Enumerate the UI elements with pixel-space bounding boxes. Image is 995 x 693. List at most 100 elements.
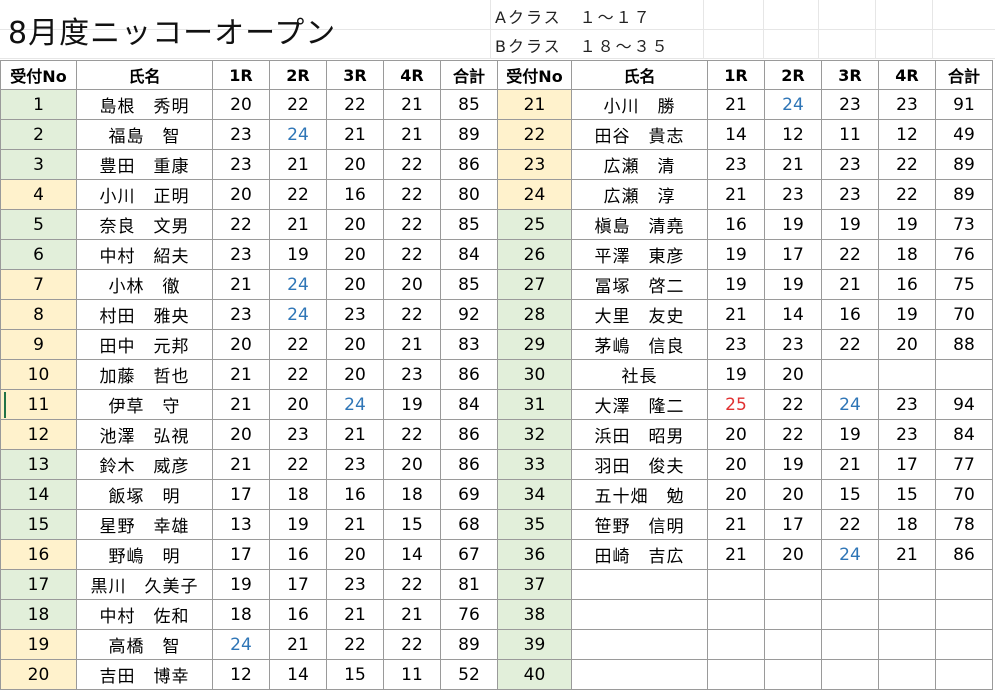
total-cell[interactable]: 80 [440, 179, 498, 210]
header-cell[interactable]: 1R [212, 60, 270, 90]
header-cell[interactable]: 合計 [440, 60, 498, 90]
round-score-cell[interactable]: 23 [269, 419, 327, 450]
entry-number-cell[interactable]: 37 [497, 569, 572, 600]
round-score-cell[interactable]: 22 [326, 89, 384, 120]
player-name-cell[interactable]: 池澤 弘視 [76, 419, 213, 450]
round-score-cell[interactable]: 20 [212, 179, 270, 210]
entry-number-cell[interactable]: 31 [497, 389, 572, 420]
round-score-cell[interactable]: 21 [707, 179, 765, 210]
round-score-cell[interactable]: 19 [878, 209, 936, 240]
class-a-note[interactable]: Aクラス １～１７ [495, 8, 652, 27]
entry-number-cell[interactable]: 15 [0, 509, 77, 540]
round-score-cell[interactable]: 22 [821, 329, 879, 360]
round-score-cell[interactable]: 23 [212, 299, 270, 330]
header-cell[interactable]: 4R [878, 60, 936, 90]
round-score-cell[interactable]: 11 [821, 119, 879, 150]
round-score-cell[interactable]: 22 [269, 89, 327, 120]
player-name-cell[interactable]: 小林 徹 [76, 269, 213, 300]
player-name-cell[interactable]: 鈴木 威彦 [76, 449, 213, 480]
total-cell[interactable]: 78 [935, 509, 993, 540]
entry-number-cell[interactable]: 12 [0, 419, 77, 450]
header-cell[interactable]: 受付No [0, 60, 77, 90]
round-score-cell[interactable]: 21 [269, 629, 327, 660]
entry-number-cell[interactable]: 28 [497, 299, 572, 330]
entry-number-cell[interactable]: 25 [497, 209, 572, 240]
entry-number-cell[interactable]: 33 [497, 449, 572, 480]
round-score-cell[interactable]: 23 [707, 149, 765, 180]
round-score-cell[interactable]: 20 [326, 269, 384, 300]
round-score-cell[interactable]: 21 [878, 539, 936, 570]
total-cell[interactable]: 94 [935, 389, 993, 420]
round-score-cell[interactable]: 21 [707, 89, 765, 120]
round-score-cell[interactable]: 20 [326, 359, 384, 390]
total-cell[interactable]: 88 [935, 329, 993, 360]
round-score-cell[interactable]: 22 [878, 149, 936, 180]
round-score-cell[interactable]: 24 [764, 89, 822, 120]
round-score-cell[interactable]: 17 [764, 239, 822, 270]
total-cell[interactable]: 67 [440, 539, 498, 570]
round-score-cell[interactable] [878, 599, 936, 630]
round-score-cell[interactable]: 23 [821, 179, 879, 210]
entry-number-cell[interactable]: 35 [497, 509, 572, 540]
total-cell[interactable]: 84 [935, 419, 993, 450]
round-score-cell[interactable]: 20 [764, 539, 822, 570]
round-score-cell[interactable] [707, 569, 765, 600]
player-name-cell[interactable]: 飯塚 明 [76, 479, 213, 510]
entry-number-cell[interactable]: 4 [0, 179, 77, 210]
round-score-cell[interactable]: 19 [821, 209, 879, 240]
player-name-cell[interactable]: 小川 勝 [571, 89, 708, 120]
player-name-cell[interactable]: 社長 [571, 359, 708, 390]
round-score-cell[interactable]: 21 [269, 209, 327, 240]
entry-number-cell[interactable]: 17 [0, 569, 77, 600]
round-score-cell[interactable]: 20 [707, 419, 765, 450]
round-score-cell[interactable]: 19 [707, 359, 765, 390]
round-score-cell[interactable] [821, 659, 879, 690]
round-score-cell[interactable]: 12 [764, 119, 822, 150]
round-score-cell[interactable]: 21 [326, 419, 384, 450]
total-cell[interactable] [935, 599, 993, 630]
total-cell[interactable]: 86 [935, 539, 993, 570]
round-score-cell[interactable]: 21 [326, 119, 384, 150]
player-name-cell[interactable]: 田崎 吉広 [571, 539, 708, 570]
round-score-cell[interactable]: 20 [383, 449, 441, 480]
round-score-cell[interactable]: 22 [383, 209, 441, 240]
round-score-cell[interactable]: 12 [212, 659, 270, 690]
round-score-cell[interactable]: 23 [764, 329, 822, 360]
round-score-cell[interactable]: 20 [212, 419, 270, 450]
round-score-cell[interactable]: 21 [707, 299, 765, 330]
round-score-cell[interactable]: 22 [878, 179, 936, 210]
total-cell[interactable] [935, 629, 993, 660]
round-score-cell[interactable]: 13 [212, 509, 270, 540]
total-cell[interactable]: 89 [440, 629, 498, 660]
header-cell[interactable]: 1R [707, 60, 765, 90]
entry-number-cell[interactable]: 38 [497, 599, 572, 630]
round-score-cell[interactable]: 21 [383, 329, 441, 360]
entry-number-cell[interactable]: 32 [497, 419, 572, 450]
round-score-cell[interactable]: 22 [383, 239, 441, 270]
entry-number-cell[interactable]: 9 [0, 329, 77, 360]
entry-number-cell[interactable]: 16 [0, 539, 77, 570]
player-name-cell[interactable]: 小川 正明 [76, 179, 213, 210]
total-cell[interactable] [935, 659, 993, 690]
round-score-cell[interactable]: 15 [383, 509, 441, 540]
round-score-cell[interactable]: 22 [383, 629, 441, 660]
round-score-cell[interactable]: 21 [212, 269, 270, 300]
entry-number-cell[interactable]: 10 [0, 359, 77, 390]
round-score-cell[interactable]: 20 [383, 269, 441, 300]
round-score-cell[interactable]: 23 [326, 449, 384, 480]
round-score-cell[interactable]: 23 [764, 179, 822, 210]
round-score-cell[interactable]: 21 [212, 359, 270, 390]
round-score-cell[interactable]: 17 [878, 449, 936, 480]
round-score-cell[interactable]: 19 [269, 509, 327, 540]
round-score-cell[interactable]: 21 [707, 509, 765, 540]
round-score-cell[interactable]: 24 [212, 629, 270, 660]
total-cell[interactable]: 69 [440, 479, 498, 510]
total-cell[interactable] [935, 569, 993, 600]
round-score-cell[interactable]: 18 [212, 599, 270, 630]
round-score-cell[interactable] [821, 629, 879, 660]
round-score-cell[interactable]: 16 [326, 179, 384, 210]
round-score-cell[interactable]: 21 [383, 599, 441, 630]
round-score-cell[interactable]: 24 [821, 539, 879, 570]
entry-number-cell[interactable]: 1 [0, 89, 77, 120]
player-name-cell[interactable]: 冨塚 啓二 [571, 269, 708, 300]
